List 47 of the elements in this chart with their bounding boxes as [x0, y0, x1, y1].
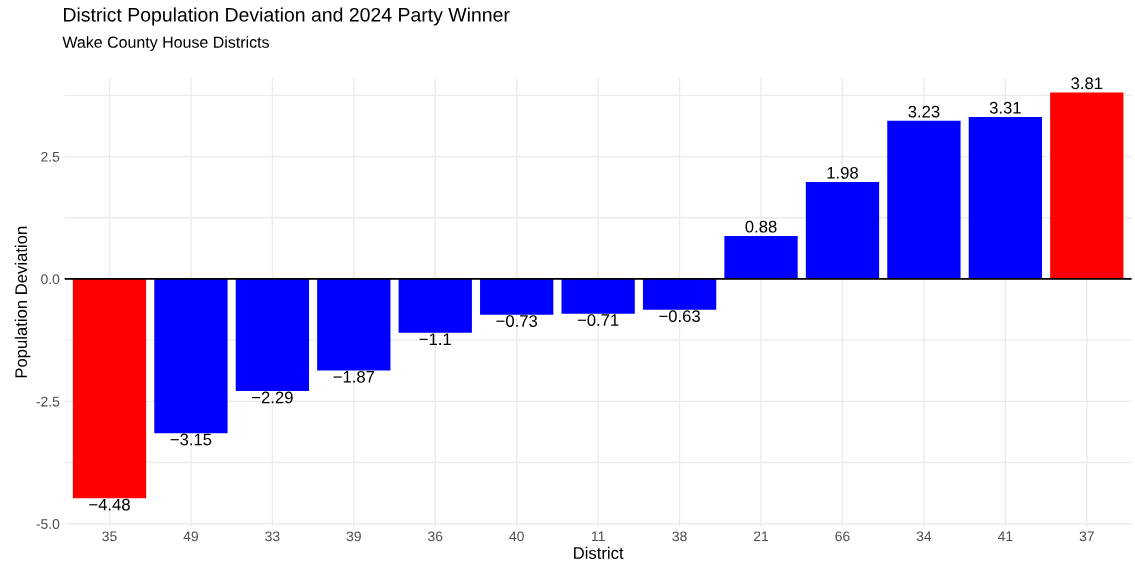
data-label: −3.15: [170, 433, 212, 446]
bar: [968, 116, 1043, 279]
x-axis-title: District: [574, 546, 624, 559]
x-tick-label: 35: [102, 531, 117, 542]
data-label: −0.73: [496, 315, 538, 327]
bar: [642, 278, 717, 310]
x-tick-label: 49: [183, 531, 198, 542]
y-tick-label: -2.5: [36, 396, 60, 407]
x-tick-label: 33: [265, 531, 280, 542]
y-tick-label: 2.5: [41, 151, 60, 162]
bar: [1050, 92, 1124, 279]
x-tick-label: 37: [1079, 531, 1094, 542]
chart-title: District Population Deviation and 2024 Party Winner: [64, 7, 510, 26]
x-tick-label: 11: [591, 531, 605, 542]
x-tick-label: 66: [835, 531, 850, 542]
data-label: 3.81: [1071, 77, 1103, 90]
data-label: −1.87: [333, 370, 375, 383]
data-label: 3.31: [989, 101, 1021, 114]
x-tick-label: 21: [754, 531, 769, 542]
data-label: −4.48: [89, 498, 130, 511]
y-tick-label: 0.0: [41, 274, 60, 285]
bar: [805, 182, 880, 279]
bar: [154, 278, 228, 434]
data-label: −2.29: [252, 391, 293, 404]
bar: [398, 278, 472, 333]
bar: [724, 235, 798, 279]
bar: [561, 278, 635, 314]
x-tick-label: 40: [509, 531, 524, 542]
x-tick-label: 34: [916, 531, 932, 542]
data-label: −1.1: [419, 333, 451, 345]
x-tick-label: 41: [997, 531, 1013, 542]
bar: [317, 278, 391, 371]
x-tick-label: 38: [672, 531, 687, 542]
chart-subtitle: Wake County House Districts: [62, 36, 269, 52]
y-axis-title: Population Deviation: [14, 226, 31, 378]
data-label: 1.98: [827, 166, 858, 179]
x-tick-label: 36: [428, 531, 443, 542]
data-label: 3.23: [908, 105, 940, 118]
x-tick-label: 39: [346, 531, 361, 542]
data-label: −0.71: [577, 314, 619, 326]
bar: [235, 278, 310, 392]
bar: [72, 278, 147, 499]
y-tick-label: -5.0: [36, 519, 60, 529]
data-label: −0.63: [659, 310, 700, 323]
bar: [887, 120, 961, 279]
data-label: 0.88: [745, 220, 777, 233]
bar: [480, 278, 554, 315]
